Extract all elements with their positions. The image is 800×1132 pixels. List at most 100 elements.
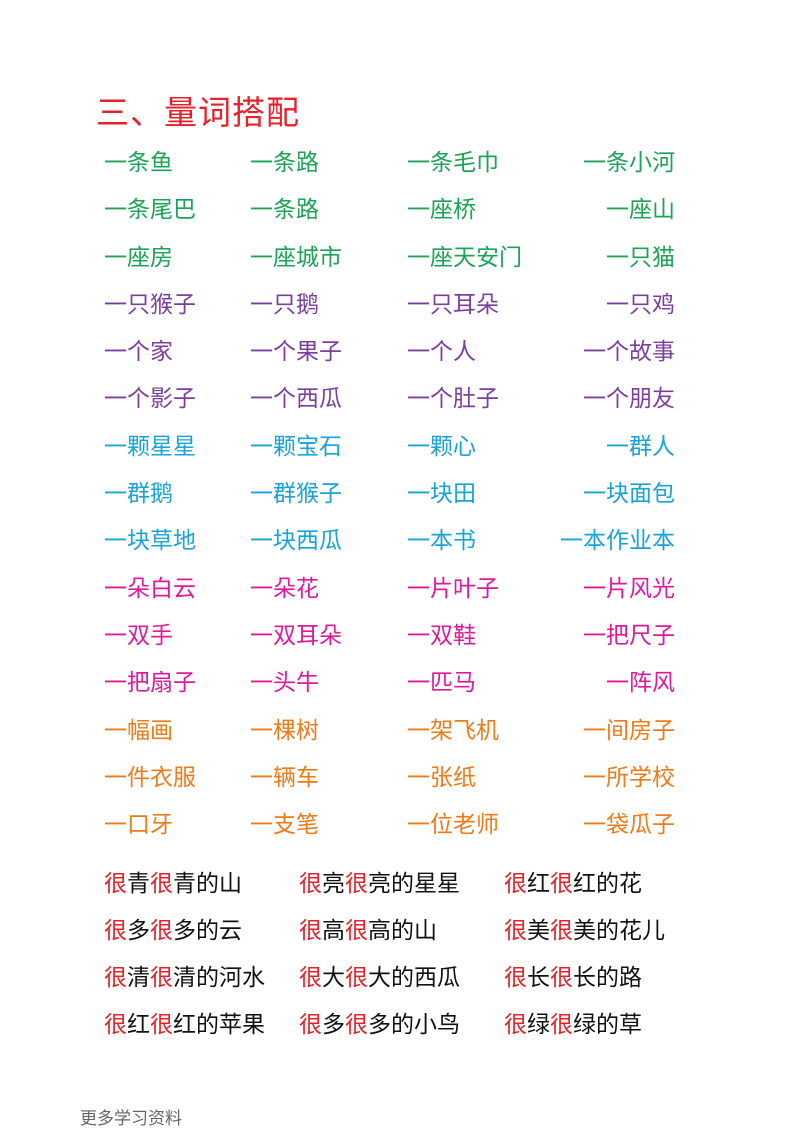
noun: 耳朵 bbox=[453, 291, 499, 318]
measure-word-item: 一架飞机 bbox=[407, 709, 499, 753]
measure-word-item: 一口牙 bbox=[104, 803, 173, 847]
grid-row: 一座房 一座城市 一座天安门 一只猫 bbox=[0, 236, 800, 283]
hen-char: 很 bbox=[550, 871, 573, 897]
quantifier: 一阵 bbox=[606, 670, 652, 697]
phrase-rest: 红的苹果 bbox=[173, 1012, 265, 1038]
quantifier: 一条 bbox=[250, 197, 296, 224]
hen-char: 很 bbox=[299, 918, 322, 944]
phrase-row: 很清很清的河水 很大很大的西瓜 很长很长的路 bbox=[0, 954, 800, 1001]
noun: 尺子 bbox=[629, 622, 675, 649]
quantifier: 一座 bbox=[250, 244, 296, 271]
noun: 星星 bbox=[150, 433, 196, 460]
phrase-item: 很绿很绿的草 bbox=[504, 1001, 642, 1049]
quantifier: 一张 bbox=[407, 764, 453, 791]
noun: 纸 bbox=[453, 764, 476, 791]
quantifier: 一位 bbox=[407, 812, 453, 839]
quantifier: 一座 bbox=[606, 197, 652, 224]
phrase-adjective: 亮 bbox=[322, 871, 345, 897]
quantifier: 一块 bbox=[104, 528, 150, 555]
measure-word-item: 一袋瓜子 bbox=[583, 803, 675, 847]
quantifier: 一颗 bbox=[250, 433, 296, 460]
phrase-adjective: 美 bbox=[527, 918, 550, 944]
quantifier: 一座 bbox=[104, 244, 150, 271]
quantifier: 一朵 bbox=[250, 575, 296, 602]
measure-word-item: 一片风光 bbox=[583, 567, 675, 611]
hen-char: 很 bbox=[345, 965, 368, 991]
measure-word-item: 一棵树 bbox=[250, 709, 319, 753]
hen-char: 很 bbox=[104, 871, 127, 897]
hen-char: 很 bbox=[550, 1012, 573, 1038]
measure-word-item: 一块草地 bbox=[104, 519, 196, 563]
noun: 牙 bbox=[150, 812, 173, 839]
quantifier: 一个 bbox=[104, 339, 150, 366]
quantifier: 一双 bbox=[250, 622, 296, 649]
phrase-item: 很青很青的山 bbox=[104, 860, 242, 908]
quantifier: 一条 bbox=[104, 197, 150, 224]
noun: 白云 bbox=[150, 575, 196, 602]
quantifier: 一座 bbox=[407, 244, 453, 271]
noun: 故事 bbox=[629, 339, 675, 366]
phrase-item: 很高很高的山 bbox=[299, 907, 437, 955]
quantifier: 一个 bbox=[407, 386, 453, 413]
noun: 猴子 bbox=[150, 291, 196, 318]
hen-char: 很 bbox=[345, 918, 368, 944]
measure-word-item: 一群鹅 bbox=[104, 472, 173, 516]
measure-word-item: 一块田 bbox=[407, 472, 476, 516]
grid-row: 一条尾巴 一条路 一座桥 一座山 bbox=[0, 188, 800, 235]
grid-row: 一个家 一个果子 一个人 一个故事 bbox=[0, 330, 800, 377]
noun: 花 bbox=[296, 575, 319, 602]
measure-word-item: 一把尺子 bbox=[583, 614, 675, 658]
quantifier: 一双 bbox=[104, 622, 150, 649]
quantifier: 一幅 bbox=[104, 717, 150, 744]
grid-row: 一幅画 一棵树 一架飞机 一间房子 bbox=[0, 709, 800, 756]
measure-word-item: 一片叶子 bbox=[407, 567, 499, 611]
measure-word-item: 一条路 bbox=[250, 141, 319, 185]
quantifier: 一片 bbox=[583, 575, 629, 602]
noun: 面包 bbox=[629, 481, 675, 508]
noun: 鱼 bbox=[150, 150, 173, 176]
noun: 肚子 bbox=[453, 386, 499, 413]
measure-word-item: 一只耳朵 bbox=[407, 283, 499, 327]
quantifier: 一块 bbox=[250, 528, 296, 555]
hen-char: 很 bbox=[504, 918, 527, 944]
phrase-item: 很美很美的花儿 bbox=[504, 907, 665, 955]
measure-word-item: 一位老师 bbox=[407, 803, 499, 847]
phrase-rest: 清的河水 bbox=[173, 965, 265, 991]
phrase-rest: 多的云 bbox=[173, 918, 242, 944]
grid-row: 一颗星星 一颗宝石 一颗心 一群人 bbox=[0, 425, 800, 472]
measure-word-item: 一个果子 bbox=[250, 330, 342, 374]
hen-char: 很 bbox=[104, 965, 127, 991]
phrase-rest: 美的花儿 bbox=[573, 918, 665, 944]
quantifier: 一个 bbox=[250, 386, 296, 413]
noun: 心 bbox=[453, 433, 476, 460]
page-title: 三、量词搭配 bbox=[96, 93, 300, 132]
hen-char: 很 bbox=[504, 871, 527, 897]
measure-word-item: 一张纸 bbox=[407, 756, 476, 800]
noun: 房子 bbox=[629, 717, 675, 744]
measure-word-item: 一座天安门 bbox=[407, 236, 522, 280]
hen-char: 很 bbox=[550, 965, 573, 991]
measure-word-item: 一头牛 bbox=[250, 661, 319, 705]
noun: 人 bbox=[652, 433, 675, 460]
grid-row: 一把扇子 一头牛 一匹马 一阵风 bbox=[0, 661, 800, 708]
phrase-rest: 亮的星星 bbox=[368, 871, 460, 897]
hen-char: 很 bbox=[150, 871, 173, 897]
phrase-rest: 高的山 bbox=[368, 918, 437, 944]
noun: 树 bbox=[296, 717, 319, 744]
noun: 瓜子 bbox=[629, 812, 675, 839]
hen-char: 很 bbox=[345, 871, 368, 897]
hen-char: 很 bbox=[104, 1012, 127, 1038]
phrase-item: 很亮很亮的星星 bbox=[299, 860, 460, 908]
quantifier: 一个 bbox=[583, 386, 629, 413]
noun: 西瓜 bbox=[296, 386, 342, 413]
quantifier: 一群 bbox=[104, 481, 150, 508]
quantifier: 一群 bbox=[250, 481, 296, 508]
noun: 天安门 bbox=[453, 244, 522, 271]
quantifier: 一条 bbox=[583, 150, 629, 176]
grid-row: 一朵白云 一朵花 一片叶子 一片风光 bbox=[0, 567, 800, 614]
hen-char: 很 bbox=[504, 1012, 527, 1038]
measure-word-item: 一个人 bbox=[407, 330, 476, 374]
hen-char: 很 bbox=[299, 1012, 322, 1038]
measure-word-item: 一个肚子 bbox=[407, 377, 499, 421]
quantifier: 一只 bbox=[104, 291, 150, 318]
